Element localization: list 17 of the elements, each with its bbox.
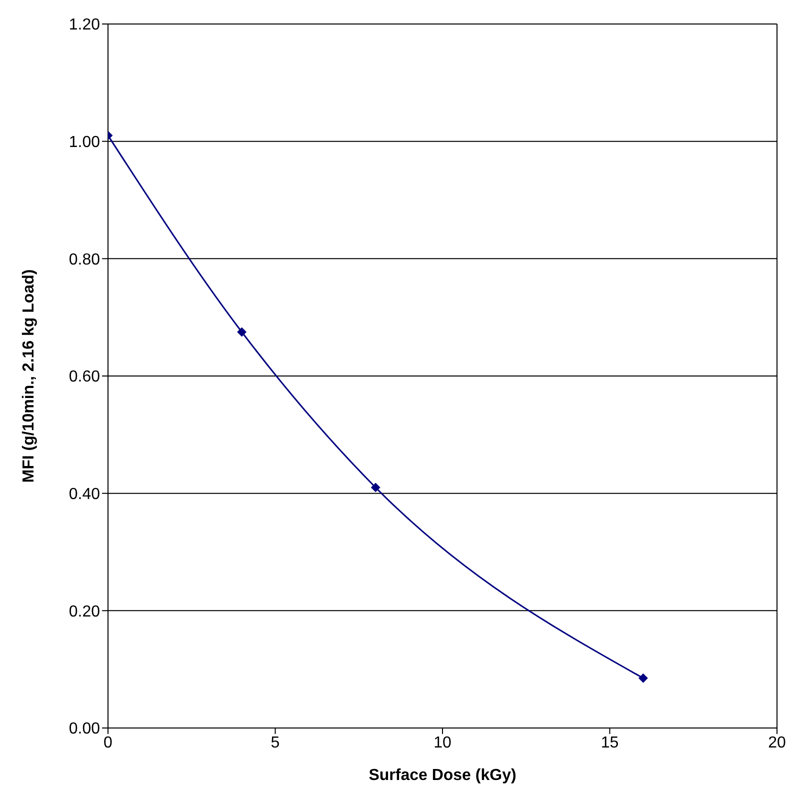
point [237, 328, 246, 336]
y-tick-label: 1.00 [68, 134, 100, 152]
x-tick-label: 15 [600, 734, 619, 752]
x-tick-label: 20 [768, 734, 786, 752]
y-tick-label: 0.80 [68, 251, 100, 268]
x-axis-title: Surface Dose (kGy) [368, 767, 516, 784]
point [638, 674, 648, 683]
x-tick-label: 10 [434, 734, 452, 752]
y-tick-label: 0.60 [68, 368, 100, 386]
y-tick-label: 0.00 [68, 720, 100, 738]
x-tick-label: 5 [270, 734, 280, 752]
y-axis-title: MFI (g/10min., 2.16 kg Load) [20, 269, 38, 483]
x-tick-label: 0 [104, 734, 113, 752]
y-tick-label: 0.20 [68, 603, 100, 620]
y-tick-label: 1.20 [68, 16, 100, 34]
y-tick-label: 0.40 [68, 486, 100, 504]
point [371, 482, 380, 492]
